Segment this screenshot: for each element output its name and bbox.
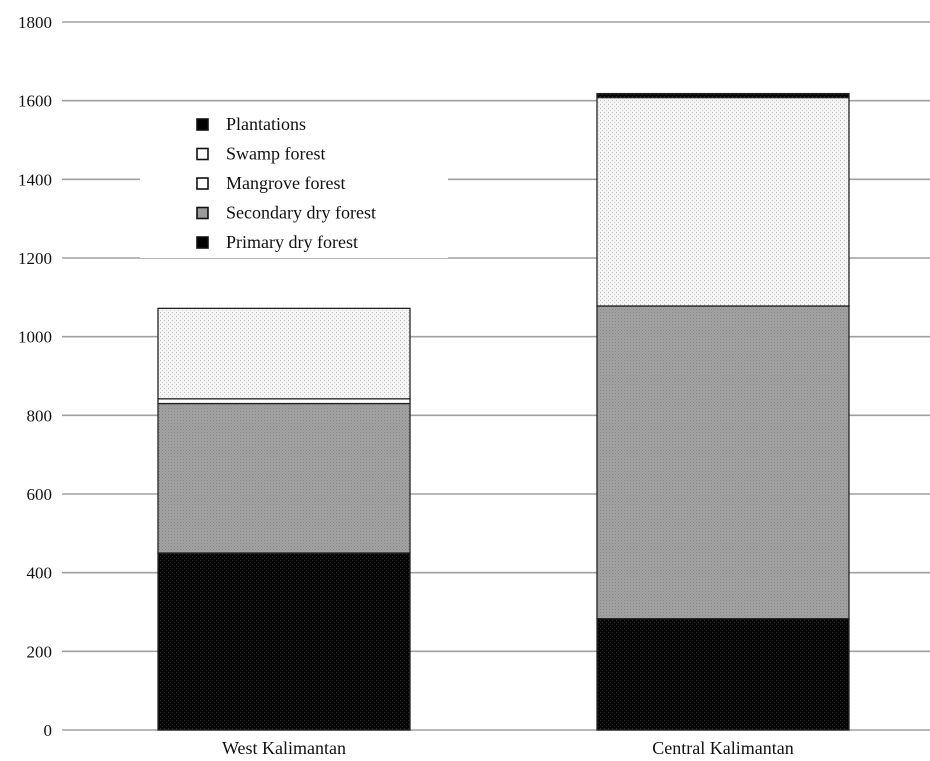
bar-stack [157,307,411,731]
legend: Plantations Swamp forest Mangrove forest Se… [140,110,448,258]
bar-segment-primary-dry-forest [157,552,411,731]
x-category-label: West Kalimantan [222,738,346,758]
bar-segment-secondary-dry-forest [596,305,850,620]
legend-label: Secondary dry forest [226,203,376,223]
y-tick-label: 400 [27,564,53,583]
x-axis: West Kalimantan Central Kalimantan [222,738,794,758]
legend-swatch-mangrove-forest [196,177,209,190]
legend-swatch-plantations [196,118,209,131]
y-tick-label: 1800 [18,13,52,32]
bar-segment-swamp-forest [157,307,411,400]
legend-swatch-primary-dry-forest [196,236,209,249]
bar-segment-primary-dry-forest [596,618,850,731]
legend-label: Mangrove forest [226,173,345,193]
y-tick-label: 0 [44,721,53,740]
legend-swatch-secondary-dry-forest [196,206,209,220]
y-tick-label: 600 [27,485,53,504]
bars [157,92,850,731]
bar-segment-swamp-forest [596,96,850,307]
y-tick-label: 1000 [18,328,52,347]
y-tick-label: 1200 [18,249,52,268]
y-axis: 0 200 400 600 800 1000 1200 1400 1600 1800 [18,13,52,740]
legend-background [140,110,448,258]
bar-segment-secondary-dry-forest [157,402,411,554]
legend-label: Plantations [226,114,306,134]
bar-segment-plantations [596,92,850,99]
legend-swatch-swamp-forest [196,147,209,161]
y-tick-label: 1600 [18,92,52,111]
y-tick-label: 1400 [18,170,52,189]
bar-segment-mangrove-forest [157,398,411,405]
y-tick-label: 200 [27,642,53,661]
x-category-label: Central Kalimantan [652,738,793,758]
legend-label: Swamp forest [226,144,325,164]
bar-stack [596,92,850,731]
legend-label: Primary dry forest [226,232,358,252]
y-tick-label: 800 [27,406,53,425]
